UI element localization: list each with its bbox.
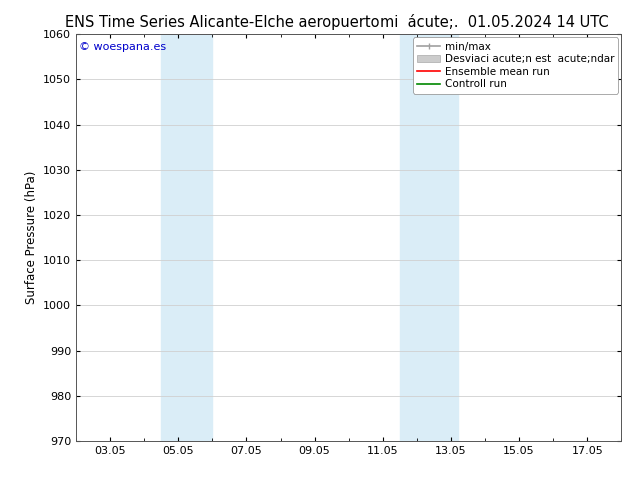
Legend: min/max, Desviaci acute;n est  acute;ndar, Ensemble mean run, Controll run: min/max, Desviaci acute;n est acute;ndar… — [413, 37, 618, 94]
Bar — [400, 34, 458, 441]
Y-axis label: Surface Pressure (hPa): Surface Pressure (hPa) — [25, 171, 37, 304]
Bar — [161, 34, 212, 441]
Text: © woespana.es: © woespana.es — [79, 43, 166, 52]
Text: ENS Time Series Alicante-Elche aeropuerto: ENS Time Series Alicante-Elche aeropuert… — [65, 15, 379, 30]
Text: mi  ácute;.  01.05.2024 14 UTC: mi ácute;. 01.05.2024 14 UTC — [380, 15, 609, 30]
